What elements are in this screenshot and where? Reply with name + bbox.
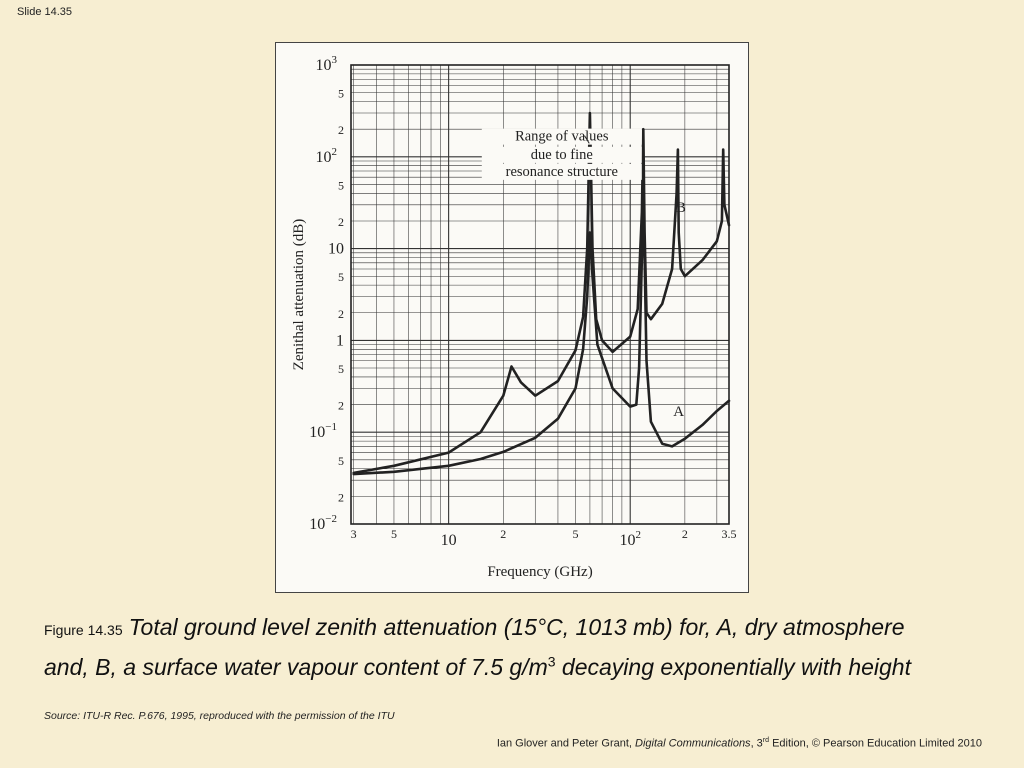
y-tick-base: 2: [338, 490, 344, 504]
y-tick-base: 2: [338, 123, 344, 137]
plot-frame: [350, 64, 730, 525]
data-series: [352, 111, 731, 476]
x-tick-base: 2: [682, 527, 688, 541]
y-axis-label: Zenithal attenuation (dB): [291, 219, 307, 371]
x-tick-base: 3: [351, 527, 357, 541]
x-tick-base: 10: [619, 532, 635, 549]
y-tick-base: 5: [338, 178, 344, 192]
y-tick-label: 1: [336, 332, 344, 349]
x-tick-exponent: 2: [635, 529, 641, 541]
x-tick-label: 2: [682, 527, 688, 541]
y-tick-base: 5: [338, 87, 344, 101]
caption-superscript: 3: [547, 653, 556, 669]
figure-caption: Figure 14.35 Total ground level zenith at…: [44, 612, 944, 683]
y-tick-label: 2: [338, 490, 344, 504]
credit-edition-sup: rd: [762, 737, 770, 744]
x-tick-label: 3.5: [722, 527, 737, 541]
x-tick-base: 5: [391, 527, 397, 541]
y-tick-label: 2: [338, 399, 344, 413]
y-tick-label: 5: [338, 454, 344, 468]
y-tick-base: 5: [338, 362, 344, 376]
annotation-text: due to fine: [531, 147, 593, 163]
x-tick-label: 10: [441, 532, 457, 549]
y-tick-base: 10: [316, 149, 332, 166]
y-tick-label: 10−2: [309, 513, 337, 533]
x-axis-label: Frequency (GHz): [487, 564, 592, 580]
y-tick-exponent: −1: [325, 421, 337, 433]
figure-label: Figure 14.35: [44, 622, 123, 638]
x-tick-base: 2: [500, 527, 506, 541]
y-tick-label: 2: [338, 123, 344, 137]
y-tick-base: 10: [309, 424, 325, 441]
x-tick-label: 5: [573, 527, 579, 541]
y-tick-label: 103: [316, 54, 338, 74]
credit-authors: Ian Glover and Peter Grant,: [496, 737, 636, 750]
y-tick-exponent: −2: [325, 513, 337, 525]
y-tick-base: 2: [338, 307, 344, 321]
slide-number: Slide 14.35: [17, 6, 73, 18]
annotation-text: resonance structure: [506, 164, 618, 180]
curve-label-a: A: [673, 404, 684, 420]
y-tick-label: 2: [338, 307, 344, 321]
y-tick-base: 10: [316, 57, 332, 74]
chart-figure: 103 5 2 102 5 2 10 5 2 1 5 2 10−1 5 2 10−2 3 5 10 2 5 102 2 3.5…: [275, 42, 749, 593]
credit-line: Ian Glover and Peter Grant, Digital Comm…: [497, 737, 982, 750]
x-tick-base: 3.5: [722, 527, 737, 541]
y-tick-base: 5: [338, 270, 344, 284]
y-tick-base: 1: [336, 332, 344, 349]
y-tick-label: 5: [338, 270, 344, 284]
caption-text-part2: decaying exponentially with height: [555, 653, 911, 680]
credit-edition: , 3: [750, 737, 763, 750]
y-tick-base: 10: [328, 241, 344, 258]
series-line-b: [352, 111, 731, 475]
caption-text: Total ground level zenith attenuation (1…: [44, 614, 911, 680]
series-line-a: [352, 210, 731, 476]
y-tick-base: 10: [309, 516, 325, 533]
y-tick-base: 2: [338, 215, 344, 229]
y-tick-exponent: 2: [332, 146, 338, 158]
y-tick-exponent: 3: [332, 54, 338, 66]
y-tick-label: 2: [338, 215, 344, 229]
y-tick-label: 5: [338, 87, 344, 101]
x-tick-label: 102: [619, 529, 641, 549]
y-tick-label: 5: [338, 362, 344, 376]
y-tick-label: 102: [316, 146, 338, 166]
curve-label-b: B: [676, 200, 686, 216]
source-note: Source: ITU-R Rec. P.676, 1995, reproduc…: [44, 710, 395, 722]
credit-book: Digital Communications: [635, 737, 751, 750]
annotation-background: [481, 163, 642, 180]
x-tick-base: 5: [573, 527, 579, 541]
x-tick-label: 5: [391, 527, 397, 541]
y-tick-base: 2: [338, 399, 344, 413]
y-tick-label: 10: [328, 241, 344, 258]
x-tick-label: 2: [500, 527, 506, 541]
y-tick-label: 10−1: [309, 421, 337, 441]
annotation-background: [481, 146, 642, 163]
y-tick-base: 5: [338, 454, 344, 468]
caption-text-part1: Total ground level zenith attenuation (1…: [44, 614, 905, 680]
credit-rest: Edition, © Pearson Education Limited 201…: [769, 737, 982, 750]
annotation-background: [481, 128, 642, 145]
x-tick-base: 10: [441, 532, 457, 549]
x-tick-label: 3: [351, 527, 357, 541]
annotation-leader-line: [584, 135, 590, 144]
annotation-text: Range of values: [515, 129, 609, 145]
y-tick-label: 5: [338, 178, 344, 192]
